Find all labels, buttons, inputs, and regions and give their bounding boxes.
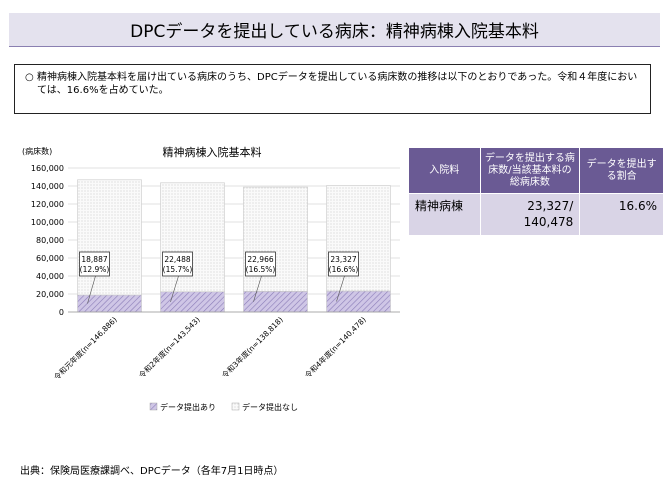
x-tick-label: 令和2年度(n=143,543)	[136, 314, 202, 380]
y-tick-label: 80,000	[36, 236, 64, 245]
y-tick-label: 40,000	[36, 272, 64, 281]
page-title: DPCデータを提出している病床：精神病棟入院基本料	[9, 13, 660, 47]
y-tick-label: 100,000	[31, 218, 64, 227]
table-row: 精神病棟 23,327/ 140,478 16.6%	[408, 193, 664, 236]
bar-chart-svg: 精神病棟入院基本料 (病床数) 0 20,000 40,000 60,000 80,000 1…	[22, 145, 400, 412]
data-label: (12.9%)	[80, 265, 110, 274]
data-label: (15.7%)	[163, 265, 193, 274]
table-header-beds: データを提出する病床数/当該基本料の総病床数	[479, 147, 581, 194]
annotation-leader	[87, 275, 96, 304]
y-tick-label: 0	[59, 308, 64, 317]
annotation-box	[79, 251, 110, 277]
annotation-leader	[253, 275, 262, 302]
legend-label: データ提出なし	[242, 402, 298, 412]
x-tick-label: 令和元年度(n=146,886)	[51, 314, 119, 382]
annotation-leader	[170, 275, 179, 302]
data-table: 入院料 データを提出する病床数/当該基本料の総病床数 データを提出する割合 精神…	[408, 147, 664, 236]
table-cell-ward: 精神病棟	[408, 193, 481, 236]
chart-title: 精神病棟入院基本料	[163, 145, 262, 159]
summary-text: 精神病棟入院基本料を届け出ている病床のうち、DPCデータを提出している病床数の推…	[37, 72, 638, 96]
table-header-ratio: データを提出する割合	[579, 147, 664, 194]
y-tick-label: 160,000	[31, 164, 64, 173]
y-tick-label: 20,000	[36, 290, 64, 299]
bar-segment-submitted	[243, 291, 308, 313]
data-label: 22,488	[164, 255, 190, 264]
data-label: 18,887	[81, 255, 107, 264]
bar-segment-submitted	[326, 290, 391, 313]
annotation-box	[245, 251, 276, 277]
y-tick-label: 60,000	[36, 254, 64, 263]
table-header-ward: 入院料	[408, 147, 481, 194]
annotation-box	[328, 251, 359, 277]
annotation-box	[162, 251, 193, 277]
legend-swatch	[231, 402, 240, 411]
y-axis-label: (病床数)	[22, 146, 52, 156]
legend-swatch	[149, 402, 158, 411]
data-label: 22,966	[247, 255, 273, 264]
data-label: 23,327	[330, 255, 356, 264]
y-tick-label: 120,000	[31, 200, 64, 209]
bar-segment-not-submitted	[77, 179, 142, 296]
summary-box: ○ 精神病棟入院基本料を届け出ている病床のうち、DPCデータを提出している病床数…	[14, 64, 651, 114]
table-cell-beds: 23,327/ 140,478	[479, 193, 581, 236]
x-tick-label: 令和4年度(n=140,478)	[302, 314, 368, 380]
bar-segment-submitted	[160, 291, 225, 313]
x-tick-label: 令和3年度(n=138,818)	[219, 314, 285, 380]
annotation-leader	[336, 275, 345, 302]
bullet-icon: ○	[25, 72, 34, 83]
table-cell-ratio: 16.6%	[579, 193, 664, 236]
source-note: 出典：保険局医療課調べ、DPCデータ（各年7月1日時点）	[20, 466, 284, 477]
y-tick-label: 140,000	[31, 182, 64, 191]
data-label: (16.6%)	[329, 265, 359, 274]
page-title-text: DPCデータを提出している病床：精神病棟入院基本料	[130, 22, 539, 42]
bar-segment-submitted	[77, 294, 142, 313]
legend-label: データ提出あり	[160, 402, 216, 412]
data-label: (16.5%)	[246, 265, 276, 274]
chart: 精神病棟入院基本料 (病床数) 0 20,000 40,000 60,000 80,000 1…	[0, 130, 410, 430]
